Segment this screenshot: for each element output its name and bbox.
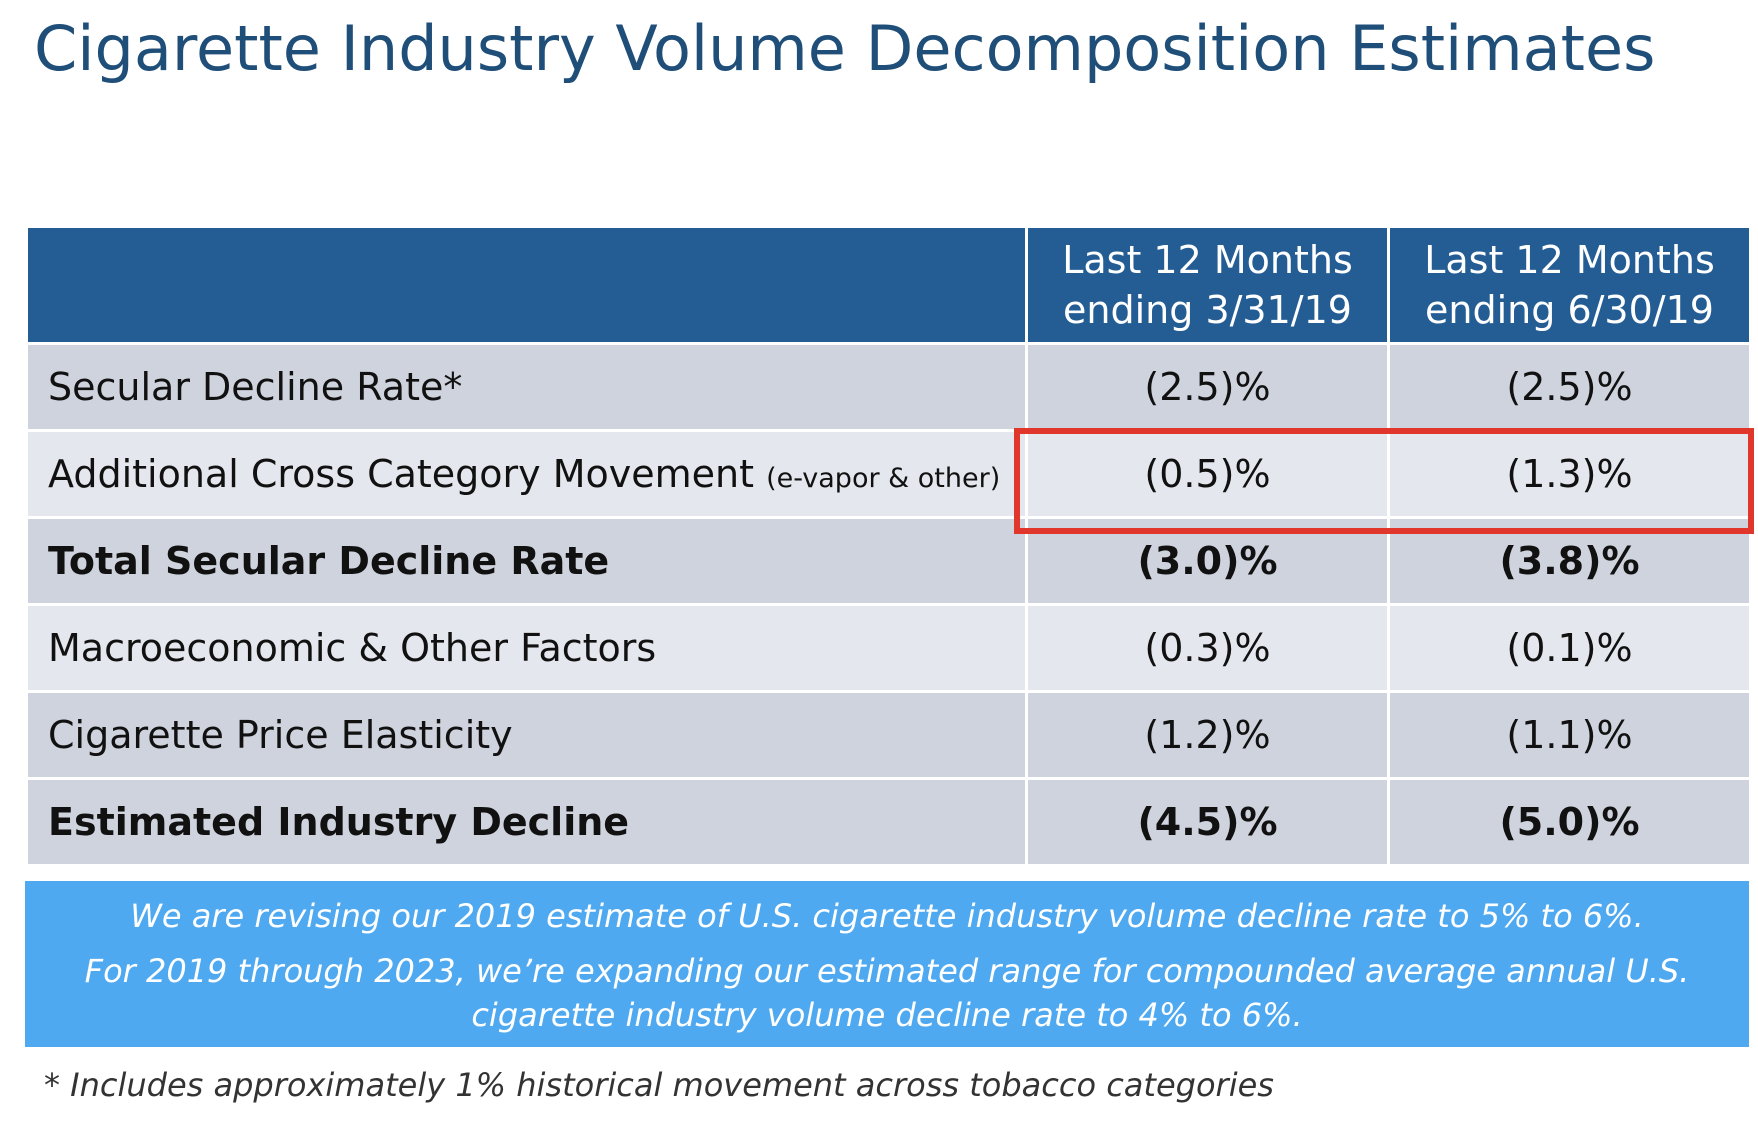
- row-value-period-1: (3.0)%: [1025, 516, 1390, 606]
- row-label-text: Cigarette Price Elasticity: [48, 713, 513, 757]
- table-row: Secular Decline Rate* (2.5)% (2.5)%: [25, 342, 1752, 432]
- row-value-period-2: (2.5)%: [1387, 342, 1752, 432]
- decomposition-table: Last 12 Months ending 3/31/19 Last 12 Mo…: [25, 225, 1752, 867]
- row-label-text: Macroeconomic & Other Factors: [48, 626, 657, 670]
- row-value-period-1: (0.3)%: [1025, 603, 1390, 693]
- row-label-text: Additional Cross Category Movement: [48, 452, 755, 496]
- note-banner: We are revising our 2019 estimate of U.S…: [25, 881, 1749, 1047]
- row-label-text: Secular Decline Rate*: [48, 365, 463, 409]
- table-row: Estimated Industry Decline (4.5)% (5.0)%: [25, 777, 1752, 867]
- row-label: Macroeconomic & Other Factors: [25, 603, 1028, 693]
- row-value-period-2: (1.1)%: [1387, 690, 1752, 780]
- row-value-period-2: (0.1)%: [1387, 603, 1752, 693]
- row-value-period-1: (0.5)%: [1025, 429, 1390, 519]
- table-row: Additional Cross Category Movement (e-va…: [25, 429, 1752, 519]
- footnote: * Includes approximately 1% historical m…: [44, 1066, 1274, 1104]
- note-line-2: For 2019 through 2023, we’re expanding o…: [84, 952, 1690, 1034]
- row-value-period-1: (1.2)%: [1025, 690, 1390, 780]
- row-label-text: Total Secular Decline Rate: [48, 539, 610, 583]
- header-period-2: Last 12 Months ending 6/30/19: [1387, 225, 1752, 345]
- header-empty: [25, 225, 1028, 345]
- row-value-period-1: (4.5)%: [1025, 777, 1390, 867]
- table-row: Macroeconomic & Other Factors (0.3)% (0.…: [25, 603, 1752, 693]
- row-label-text: Estimated Industry Decline: [48, 800, 630, 844]
- row-value-period-2: (3.8)%: [1387, 516, 1752, 606]
- row-label-note: (e-vapor & other): [766, 463, 1001, 494]
- row-label: Additional Cross Category Movement (e-va…: [25, 429, 1028, 519]
- row-value-period-1: (2.5)%: [1025, 342, 1390, 432]
- page-title: Cigarette Industry Volume Decomposition …: [34, 12, 1656, 85]
- row-label: Estimated Industry Decline: [25, 777, 1028, 867]
- row-label: Total Secular Decline Rate: [25, 516, 1028, 606]
- table-row: Cigarette Price Elasticity (1.2)% (1.1)%: [25, 690, 1752, 780]
- decomposition-table-container: Last 12 Months ending 3/31/19 Last 12 Mo…: [25, 225, 1752, 867]
- row-label: Secular Decline Rate*: [25, 342, 1028, 432]
- table-row: Total Secular Decline Rate (3.0)% (3.8)%: [25, 516, 1752, 606]
- row-value-period-2: (1.3)%: [1387, 429, 1752, 519]
- row-value-period-2: (5.0)%: [1387, 777, 1752, 867]
- row-label: Cigarette Price Elasticity: [25, 690, 1028, 780]
- table-header-row: Last 12 Months ending 3/31/19 Last 12 Mo…: [25, 225, 1752, 345]
- header-period-1: Last 12 Months ending 3/31/19: [1025, 225, 1390, 345]
- note-line-1: We are revising our 2019 estimate of U.S…: [130, 897, 1644, 935]
